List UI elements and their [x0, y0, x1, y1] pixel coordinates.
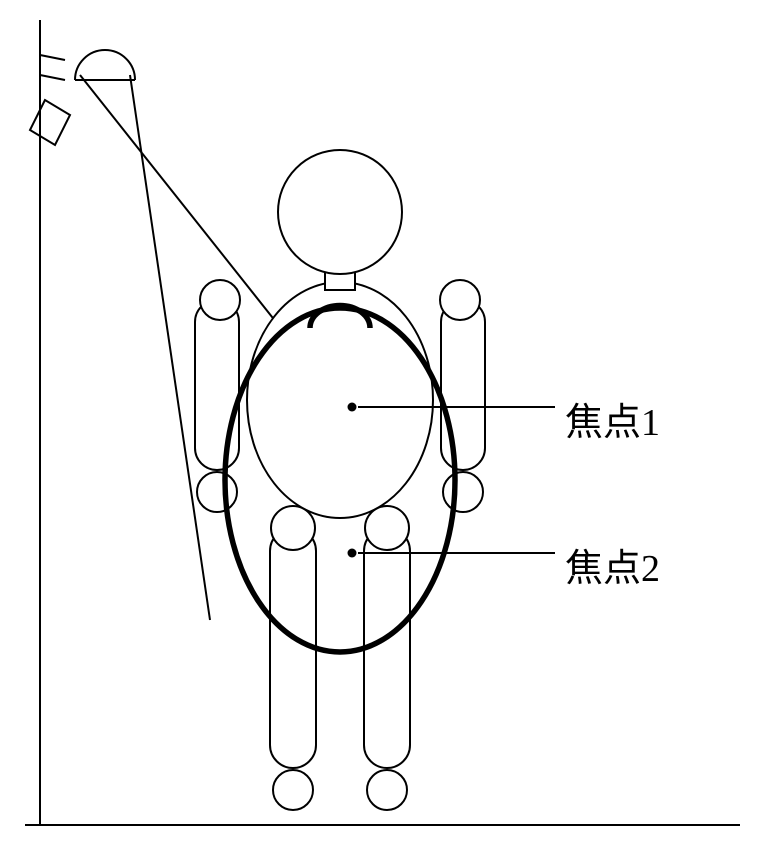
- diagram-container: 焦点1 焦点2: [0, 0, 765, 853]
- focus2-label: 焦点2: [565, 537, 660, 592]
- focus1-label: 焦点1: [565, 391, 660, 446]
